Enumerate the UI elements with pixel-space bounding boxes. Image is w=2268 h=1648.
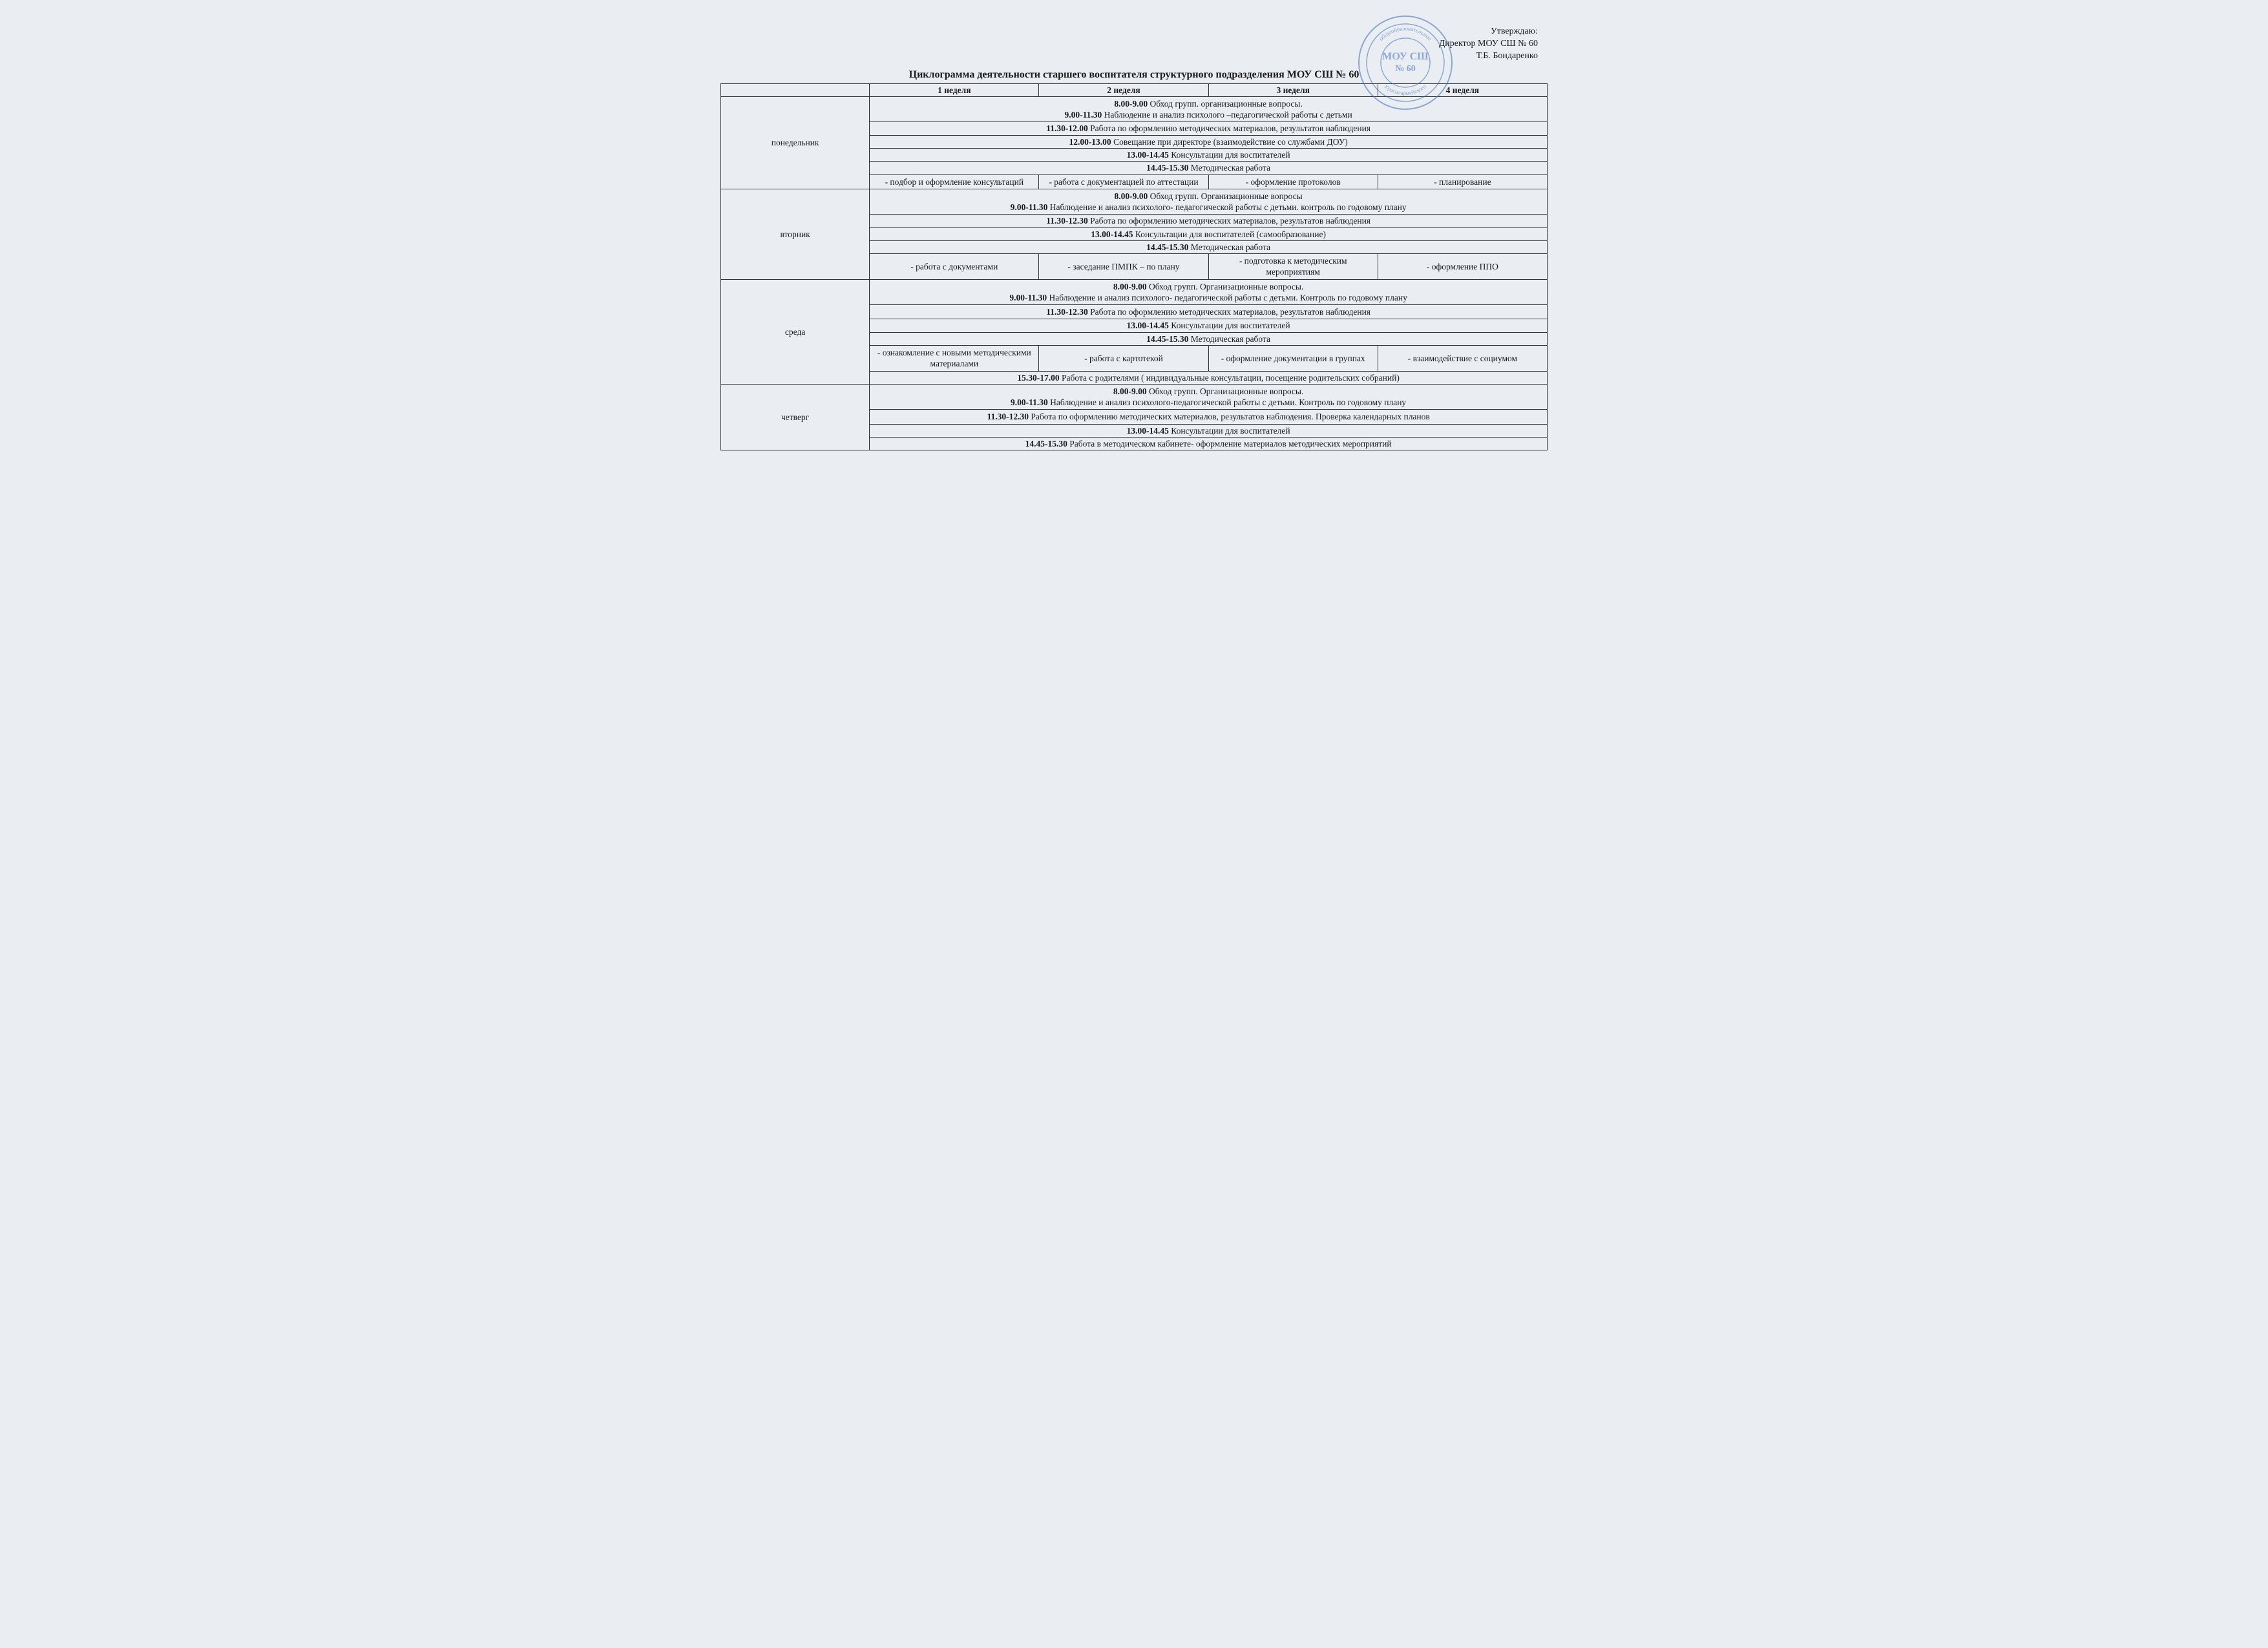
wed-r1-x2: Наблюдение и анализ психолого- педагогич… (1047, 293, 1407, 302)
tue-r2-x: Работа по оформлению методических матери… (1088, 216, 1370, 226)
wed-r5-c3: - оформление документации в группах (1208, 345, 1378, 371)
mon-r6-c3: - оформление протоколов (1208, 174, 1378, 189)
thu-r1-t2: 9.00-11.30 (1011, 397, 1048, 407)
wed-r3: 13.00-14.45 Консультации для воспитателе… (870, 319, 1548, 332)
mon-r3-x: Совещание при директоре (взаимодействие … (1111, 137, 1348, 147)
wed-row-1: среда 8.00-9.00 Обход групп. Организацио… (721, 279, 1548, 305)
wed-r3-t: 13.00-14.45 (1127, 321, 1169, 330)
thu-r3-x: Консультации для воспитателей (1169, 426, 1290, 436)
wed-r1-x1: Обход групп. Организационные вопросы. (1147, 282, 1304, 291)
tue-r5-c4: - оформление ППО (1378, 254, 1547, 280)
tue-r4-x: Методическая работа (1188, 242, 1270, 252)
thu-r1-x1: Обход групп. Организационные вопросы. (1147, 386, 1304, 396)
mon-r2-x: Работа по оформлению методических матери… (1088, 123, 1370, 133)
tue-r4-t: 14.45-15.30 (1146, 242, 1188, 252)
col-day (721, 83, 870, 96)
wed-r6-x: Работа с родителями ( индивидуальные кон… (1060, 373, 1400, 383)
tue-r1: 8.00-9.00 Обход групп. Организационные в… (870, 189, 1548, 215)
mon-r1-t2: 9.00-11.30 (1065, 110, 1102, 120)
wed-r2: 11.30-12.30 Работа по оформлению методич… (870, 305, 1548, 319)
wed-r5-c4: - взаимодействие с социумом (1378, 345, 1547, 371)
wed-r5-c2: - работа с картотекой (1039, 345, 1208, 371)
tue-row-1: вторник 8.00-9.00 Обход групп. Организац… (721, 189, 1548, 215)
col-week-1: 1 неделя (870, 83, 1039, 96)
wed-r6: 15.30-17.00 Работа с родителями ( индиви… (870, 371, 1548, 384)
day-tuesday: вторник (721, 189, 870, 279)
thu-r3: 13.00-14.45 Консультации для воспитателе… (870, 424, 1548, 437)
tue-r2: 11.30-12.30 Работа по оформлению методич… (870, 215, 1548, 227)
mon-r1: 8.00-9.00 Обход групп. организационные в… (870, 96, 1548, 122)
wed-r1-t2: 9.00-11.30 (1009, 293, 1047, 302)
thu-r4-t: 14.45-15.30 (1025, 439, 1067, 449)
mon-r4-t: 13.00-14.45 (1127, 150, 1169, 160)
tue-r1-t1: 8.00-9.00 (1115, 191, 1148, 201)
col-week-4: 4 неделя (1378, 83, 1547, 96)
wed-r4-t: 14.45-15.30 (1146, 334, 1188, 344)
table-header-row: 1 неделя 2 неделя 3 неделя 4 неделя (721, 83, 1548, 96)
mon-r4: 13.00-14.45 Консультации для воспитателе… (870, 149, 1548, 162)
wed-r1-t1: 8.00-9.00 (1113, 282, 1147, 291)
wed-r4-x: Методическая работа (1188, 334, 1270, 344)
document-page: общеобразовательное Красноармейского МОУ… (720, 26, 1548, 450)
wed-r2-t: 11.30-12.30 (1046, 307, 1088, 317)
thu-r1-t1: 8.00-9.00 (1113, 386, 1147, 396)
tue-r1-t2: 9.00-11.30 (1011, 202, 1048, 212)
wed-r4: 14.45-15.30 Методическая работа (870, 332, 1548, 345)
mon-r5: 14.45-15.30 Методическая работа (870, 162, 1548, 174)
tue-r5-c3: - подготовка к методическим мероприятиям (1208, 254, 1378, 280)
day-monday: понедельник (721, 96, 870, 189)
mon-r2: 11.30-12.00 Работа по оформлению методич… (870, 122, 1548, 135)
col-week-3: 3 неделя (1208, 83, 1378, 96)
mon-r6-c2: - работа с документацией по аттестации (1039, 174, 1208, 189)
approval-line-2: Директор МОУ СШ № 60 (720, 38, 1538, 50)
thu-r1: 8.00-9.00 Обход групп. Организационные в… (870, 384, 1548, 410)
wed-r5-c1: - ознакомление с новыми методическими ма… (870, 345, 1039, 371)
thu-r2-t: 11.30-12.30 (987, 412, 1029, 421)
tue-r3-t: 13.00-14.45 (1091, 229, 1133, 239)
mon-r2-t: 11.30-12.00 (1046, 123, 1088, 133)
mon-r5-x: Методическая работа (1188, 163, 1270, 173)
thu-r4-x: Работа в методическом кабинете- оформлен… (1067, 439, 1392, 449)
wed-r6-t: 15.30-17.00 (1017, 373, 1059, 383)
approval-block: Утверждаю: Директор МОУ СШ № 60 Т.Б. Бон… (720, 26, 1548, 63)
wed-r1: 8.00-9.00 Обход групп. Организационные в… (870, 279, 1548, 305)
mon-r4-x: Консультации для воспитателей (1169, 150, 1290, 160)
mon-r1-t1: 8.00-9.00 (1114, 99, 1148, 109)
wed-r2-x: Работа по оформлению методических матери… (1088, 307, 1370, 317)
tue-r3-x: Консультации для воспитателей (самообраз… (1133, 229, 1326, 239)
thu-r4: 14.45-15.30 Работа в методическом кабине… (870, 437, 1548, 450)
mon-r6-c1: - подбор и оформление консультаций (870, 174, 1039, 189)
document-title: Циклограмма деятельности старшего воспит… (720, 69, 1548, 81)
mon-r1-x1: Обход групп. организационные вопросы. (1148, 99, 1303, 109)
thu-r2: 11.30-12.30 Работа по оформлению методич… (870, 410, 1548, 424)
tue-r5-c2: - заседание ПМПК – по плану (1039, 254, 1208, 280)
thu-r1-x2: Наблюдение и анализ психолого-педагогиче… (1048, 397, 1406, 407)
tue-r3: 13.00-14.45 Консультации для воспитателе… (870, 227, 1548, 240)
thu-r3-t: 13.00-14.45 (1127, 426, 1169, 436)
tue-r4: 14.45-15.30 Методическая работа (870, 240, 1548, 253)
tue-r1-x2: Наблюдение и анализ психолого- педагогич… (1047, 202, 1406, 212)
mon-row-1: понедельник 8.00-9.00 Обход групп. орган… (721, 96, 1548, 122)
thu-row-1: четверг 8.00-9.00 Обход групп. Организац… (721, 384, 1548, 410)
wed-r3-x: Консультации для воспитателей (1169, 321, 1290, 330)
approval-line-1: Утверждаю: (720, 26, 1538, 38)
tue-r5-c1: - работа с документами (870, 254, 1039, 280)
approval-line-3: Т.Б. Бондаренко (720, 50, 1538, 63)
day-wednesday: среда (721, 279, 870, 384)
tue-r2-t: 11.30-12.30 (1046, 216, 1088, 226)
mon-r1-x2: Наблюдение и анализ психолого –педагогич… (1102, 110, 1352, 120)
tue-r1-x1: Обход групп. Организационные вопросы (1148, 191, 1302, 201)
mon-r5-t: 14.45-15.30 (1146, 163, 1188, 173)
mon-r3-t: 12.00-13.00 (1069, 137, 1111, 147)
col-week-2: 2 неделя (1039, 83, 1208, 96)
schedule-table: 1 неделя 2 неделя 3 неделя 4 неделя поне… (720, 83, 1548, 450)
day-thursday: четверг (721, 384, 870, 450)
mon-r3: 12.00-13.00 Совещание при директоре (вза… (870, 135, 1548, 148)
mon-r6-c4: - планирование (1378, 174, 1547, 189)
thu-r2-x: Работа по оформлению методических матери… (1029, 412, 1430, 421)
